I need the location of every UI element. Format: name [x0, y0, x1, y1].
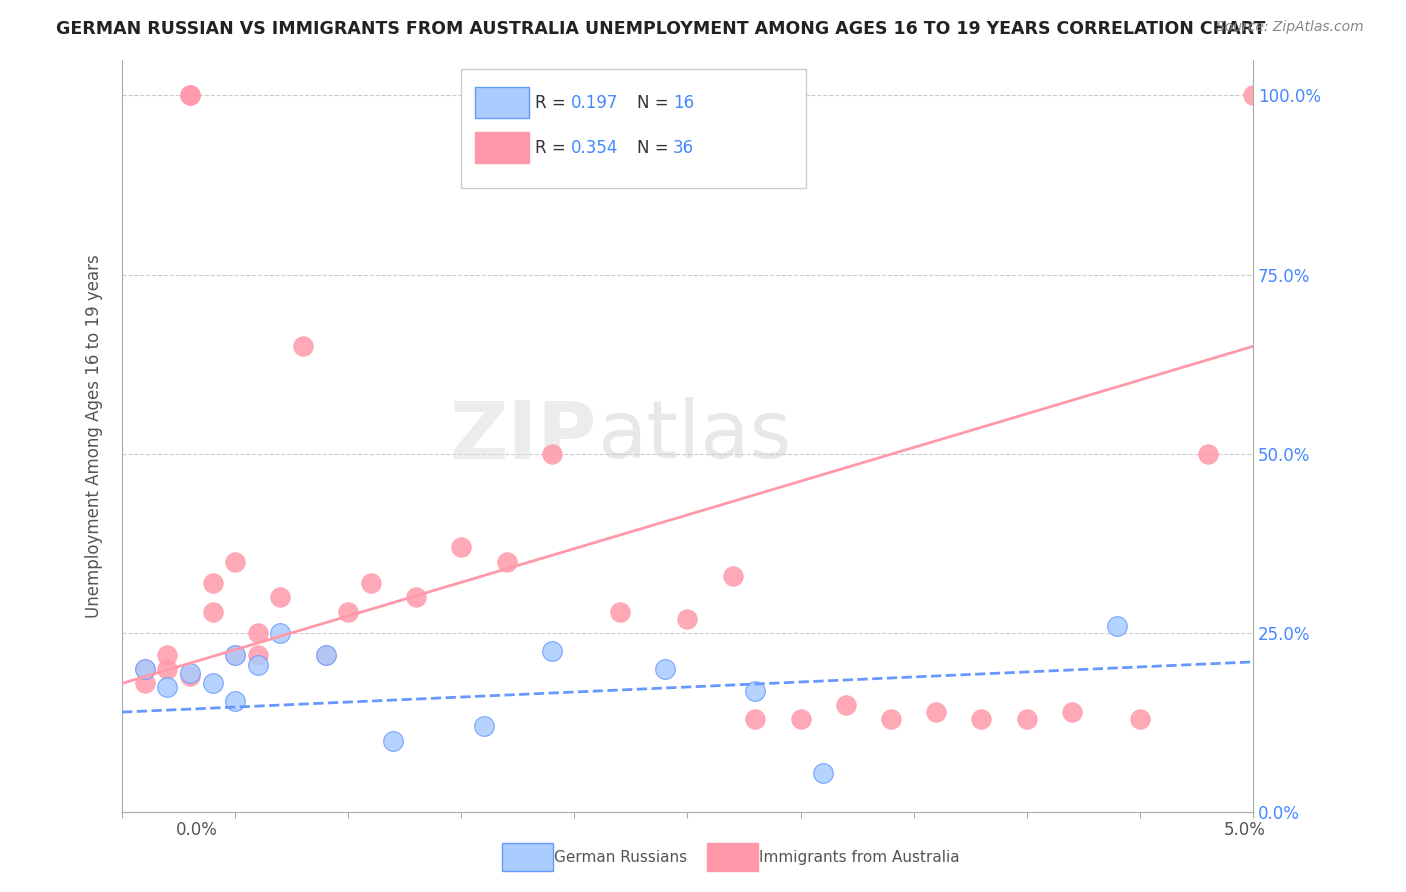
Text: 0.197: 0.197 [571, 94, 619, 112]
Point [224, 648, 246, 662]
Point [179, 88, 201, 103]
Text: German Russians: German Russians [554, 850, 688, 864]
Point [156, 648, 179, 662]
Point [224, 555, 246, 569]
Text: atlas: atlas [598, 397, 792, 475]
Text: 5.0%: 5.0% [1223, 821, 1265, 838]
Point [970, 712, 993, 726]
FancyBboxPatch shape [475, 87, 529, 119]
Text: ZIP: ZIP [450, 397, 598, 475]
Point [337, 605, 360, 619]
Point [540, 644, 562, 658]
Point [835, 698, 858, 712]
Point [1107, 619, 1129, 633]
Point [179, 665, 201, 680]
Point [269, 591, 291, 605]
Point [360, 576, 382, 591]
Y-axis label: Unemployment Among Ages 16 to 19 years: Unemployment Among Ages 16 to 19 years [86, 254, 103, 618]
Text: Source: ZipAtlas.com: Source: ZipAtlas.com [1216, 20, 1364, 34]
Point [676, 612, 699, 626]
Point [1060, 705, 1083, 719]
Point [201, 576, 224, 591]
Point [721, 569, 744, 583]
Point [134, 676, 156, 690]
Point [246, 658, 269, 673]
Point [811, 766, 834, 780]
Point [315, 648, 337, 662]
Text: R =: R = [534, 138, 571, 157]
Point [179, 669, 201, 683]
FancyBboxPatch shape [475, 132, 529, 163]
Point [744, 712, 766, 726]
Point [495, 555, 517, 569]
FancyBboxPatch shape [461, 69, 806, 187]
Point [156, 680, 179, 694]
Point [540, 447, 562, 461]
Text: N =: N = [637, 138, 673, 157]
Point [269, 626, 291, 640]
Point [156, 662, 179, 676]
Point [291, 339, 314, 353]
Point [450, 540, 472, 554]
Point [201, 605, 224, 619]
Text: 0.354: 0.354 [571, 138, 619, 157]
Point [179, 88, 201, 103]
Point [134, 662, 156, 676]
Text: R =: R = [534, 94, 571, 112]
Point [472, 719, 495, 733]
Point [382, 733, 405, 747]
Point [246, 626, 269, 640]
Point [246, 648, 269, 662]
Text: 16: 16 [672, 94, 695, 112]
Text: 36: 36 [672, 138, 695, 157]
Point [609, 605, 631, 619]
Point [789, 712, 811, 726]
Point [1129, 712, 1152, 726]
Point [1197, 447, 1219, 461]
Point [1015, 712, 1038, 726]
Point [315, 648, 337, 662]
Point [925, 705, 948, 719]
Text: N =: N = [637, 94, 673, 112]
Point [201, 676, 224, 690]
Point [654, 662, 676, 676]
Text: GERMAN RUSSIAN VS IMMIGRANTS FROM AUSTRALIA UNEMPLOYMENT AMONG AGES 16 TO 19 YEA: GERMAN RUSSIAN VS IMMIGRANTS FROM AUSTRA… [56, 20, 1265, 37]
Point [224, 648, 246, 662]
Point [744, 683, 766, 698]
Point [1241, 88, 1264, 103]
Point [405, 591, 427, 605]
Text: Immigrants from Australia: Immigrants from Australia [759, 850, 960, 864]
Text: 0.0%: 0.0% [176, 821, 218, 838]
Point [880, 712, 903, 726]
Point [134, 662, 156, 676]
Point [224, 694, 246, 708]
